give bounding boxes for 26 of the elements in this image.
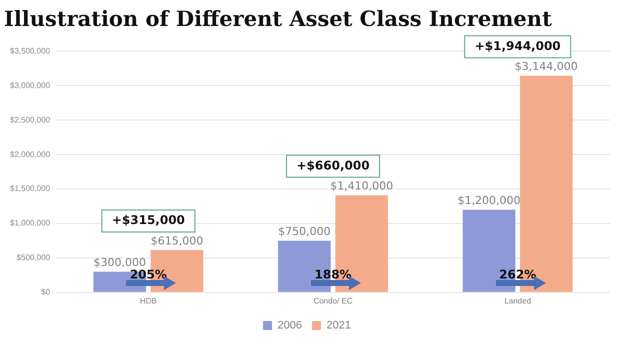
x-tick-label: Landed	[504, 296, 532, 306]
annotation: 262%	[499, 268, 536, 282]
y-tick-label: $2,000,000	[10, 150, 51, 159]
data-label: $615,000	[150, 234, 204, 248]
annotation: 205%	[130, 268, 167, 282]
data-label: $300,000	[93, 256, 146, 270]
legend-label: 2021	[326, 320, 351, 332]
data-label: $1,410,000	[330, 180, 394, 193]
x-tick-label: HDB	[140, 296, 157, 306]
y-tick-label: $500,000	[16, 253, 51, 262]
data-label: $1,200,000	[458, 194, 521, 208]
x-tick-label: Condo/ EC	[313, 296, 353, 306]
annotation: +$660,000	[296, 158, 370, 172]
y-tick-label: $2,500,000	[10, 115, 51, 124]
y-tick-label: $1,000,000	[10, 218, 51, 228]
y-tick-label: $1,500,000	[10, 184, 51, 194]
y-tick-label: $3,500,000	[10, 46, 51, 56]
chart-title: Illustration of Different Asset Class Increment	[4, 6, 552, 32]
data-label: $750,000	[278, 225, 331, 238]
annotation: 188%	[314, 268, 352, 282]
annotation: +$315,000	[112, 213, 185, 228]
data-label: $3,144,000	[514, 60, 578, 74]
annotation: +$1,944,000	[474, 38, 561, 53]
legend-label: 2006	[278, 320, 302, 332]
y-tick-label: $0	[41, 288, 51, 297]
y-tick-label: $3,000,000	[10, 80, 51, 90]
